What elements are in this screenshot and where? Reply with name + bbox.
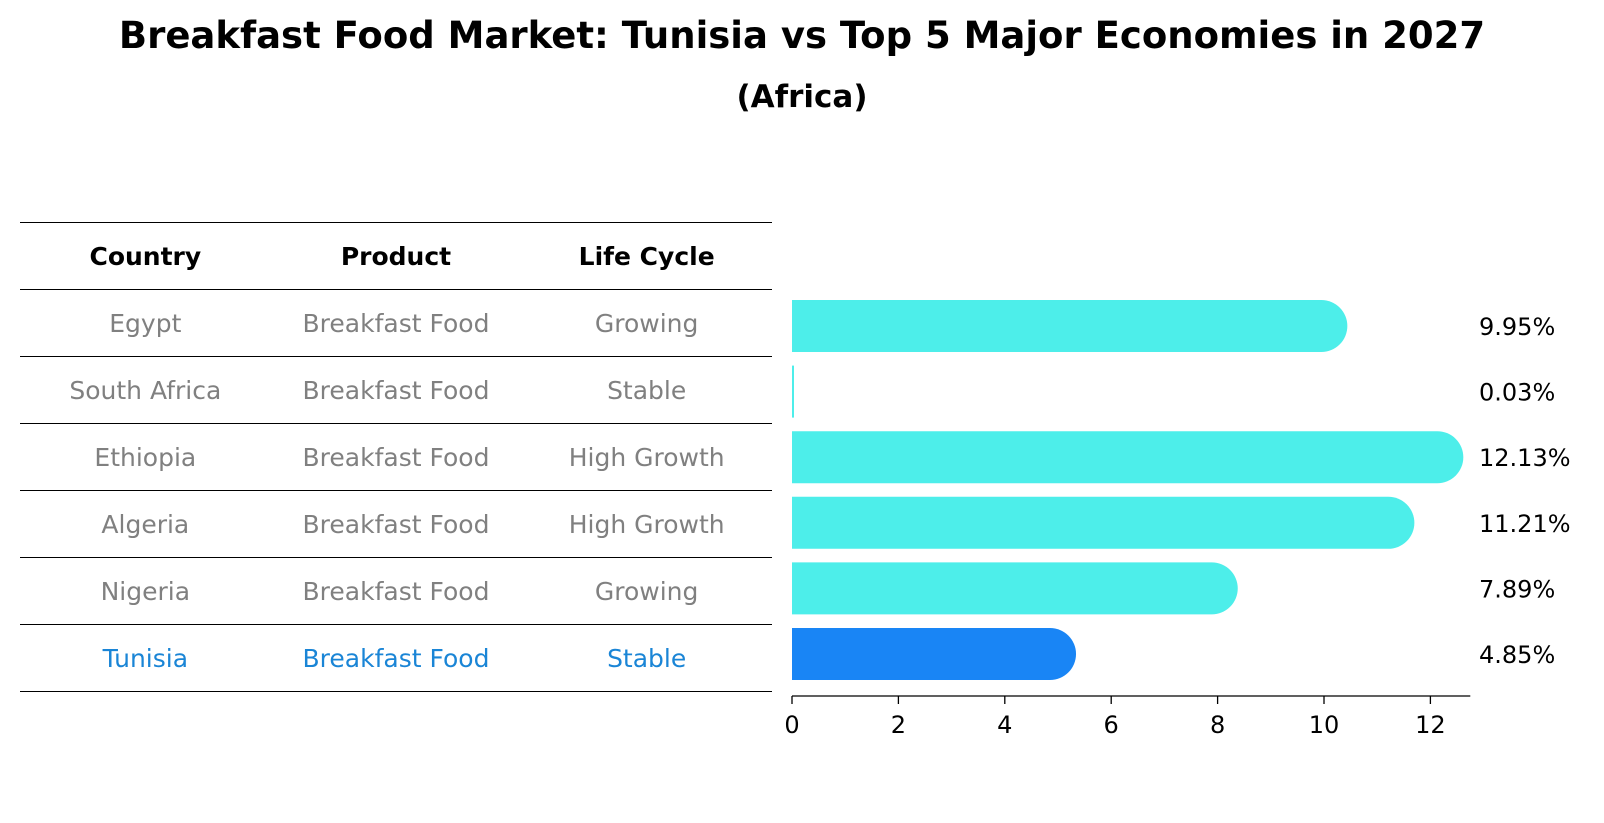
cell-life-cycle: High Growth [521,423,772,491]
bar-algeria [792,496,1415,549]
table-row: Algeria Breakfast Food High Growth [20,490,772,558]
data-table: Country Product Life Cycle Egypt Breakfa… [20,222,772,692]
bar-ethiopia [792,431,1464,484]
cell-country: Algeria [20,490,271,558]
x-tick-label: 6 [1104,711,1119,739]
value-label: 0.03% [1479,379,1555,407]
value-labels: 9.95% 0.03% 12.13% 11.21% 7.89% 4.85% [1479,313,1571,669]
x-tick-label: 4 [997,711,1012,739]
table-row: South Africa Breakfast Food Stable [20,356,772,424]
table-row: Egypt Breakfast Food Growing [20,289,772,357]
bar-tunisia [792,628,1077,680]
header-country: Country [20,222,271,290]
table-header-row: Country Product Life Cycle [20,222,772,290]
cell-life-cycle: Growing [521,557,772,625]
cell-country: South Africa [20,356,271,424]
country-table: Country Product Life Cycle Egypt Breakfa… [20,222,772,692]
value-label: 12.13% [1479,444,1571,472]
table-row-highlight: Tunisia Breakfast Food Stable [20,624,772,692]
x-tick-label: 8 [1210,711,1225,739]
x-tick-label: 2 [891,711,906,739]
chart-title: Breakfast Food Market: Tunisia vs Top 5 … [118,14,1486,57]
value-label: 7.89% [1479,575,1555,603]
cell-country: Nigeria [20,557,271,625]
bar-nigeria [792,562,1238,615]
header-product: Product [270,222,522,290]
x-tick-label: 10 [1309,711,1340,739]
cell-product: Breakfast Food [270,624,522,692]
bar-south-africa [792,365,794,418]
table-row: Ethiopia Breakfast Food High Growth [20,423,772,491]
cell-product: Breakfast Food [270,356,522,424]
x-tick-label: 12 [1415,711,1446,739]
cell-life-cycle: Growing [521,289,772,357]
x-axis: 0 2 4 6 8 10 12 [784,695,1471,739]
value-label: 9.95% [1479,313,1555,341]
cell-product: Breakfast Food [270,289,522,357]
header-life-cycle: Life Cycle [521,222,772,290]
value-label: 11.21% [1479,510,1571,538]
cell-product: Breakfast Food [270,557,522,625]
cell-country: Egypt [20,289,271,357]
bar-egypt [792,300,1348,352]
cell-life-cycle: High Growth [521,490,772,558]
cell-product: Breakfast Food [270,490,522,558]
chart-subtitle: (Africa) [736,79,868,115]
value-label: 4.85% [1479,641,1555,669]
cell-country: Tunisia [20,624,271,692]
x-tick-label: 0 [784,711,799,739]
cell-life-cycle: Stable [521,624,772,692]
cell-product: Breakfast Food [270,423,522,491]
table-row: Nigeria Breakfast Food Growing [20,557,772,625]
bars [792,300,1464,680]
cell-life-cycle: Stable [521,356,772,424]
cell-country: Ethiopia [20,423,271,491]
